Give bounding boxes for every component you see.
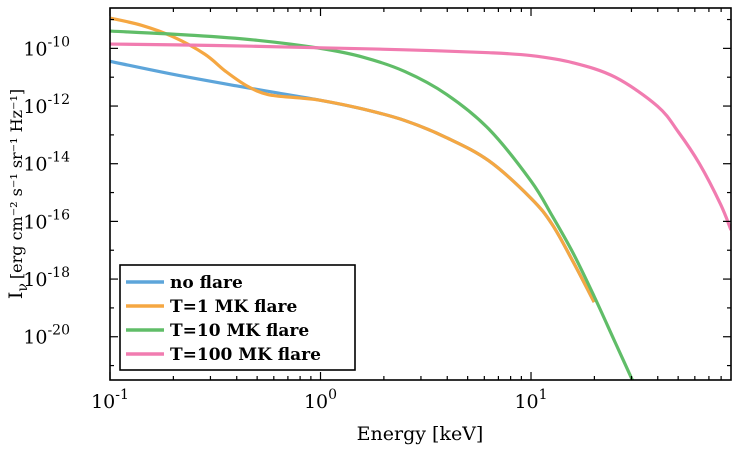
y-axis-title-sub: ν <box>15 283 31 292</box>
x-tick-label: 100 <box>304 387 337 413</box>
legend-label: T=1 MK flare <box>170 297 297 317</box>
y-tick-label: 10-10 <box>23 34 70 60</box>
x-tick-label: 101 <box>514 387 547 413</box>
x-tick-label: 10-1 <box>91 387 129 413</box>
x-axis-title: Energy [keV] <box>357 423 484 445</box>
legend-label: T=100 MK flare <box>170 345 321 365</box>
series-line-2 <box>110 16 596 303</box>
y-axis-title-units: [erg cm⁻² s⁻¹ sr⁻¹ Hz⁻¹] <box>7 89 26 279</box>
y-tick-label: 10-14 <box>23 150 70 176</box>
legend-label: T=10 MK flare <box>170 321 309 341</box>
legend: no flare T=1 MK flare T=10 MK flare T=100 M… <box>119 264 356 371</box>
y-axis-title: Iν [erg cm⁻² s⁻¹ sr⁻¹ Hz⁻¹] <box>5 89 31 299</box>
series-line-4 <box>110 42 731 231</box>
series-line-3 <box>110 29 635 380</box>
tick-layer: 10-1 100 101 10-10 10-12 10-14 10-16 10-18 10-20 <box>23 8 731 413</box>
series-layer <box>110 16 731 380</box>
y-tick-label: 10-12 <box>23 92 70 118</box>
legend-label: no flare <box>170 273 243 293</box>
y-tick-label: 10-16 <box>23 207 70 233</box>
y-tick-label: 10-20 <box>23 323 70 349</box>
y-tick-label: 10-18 <box>23 265 70 291</box>
y-axis-title-main: I <box>5 292 27 300</box>
